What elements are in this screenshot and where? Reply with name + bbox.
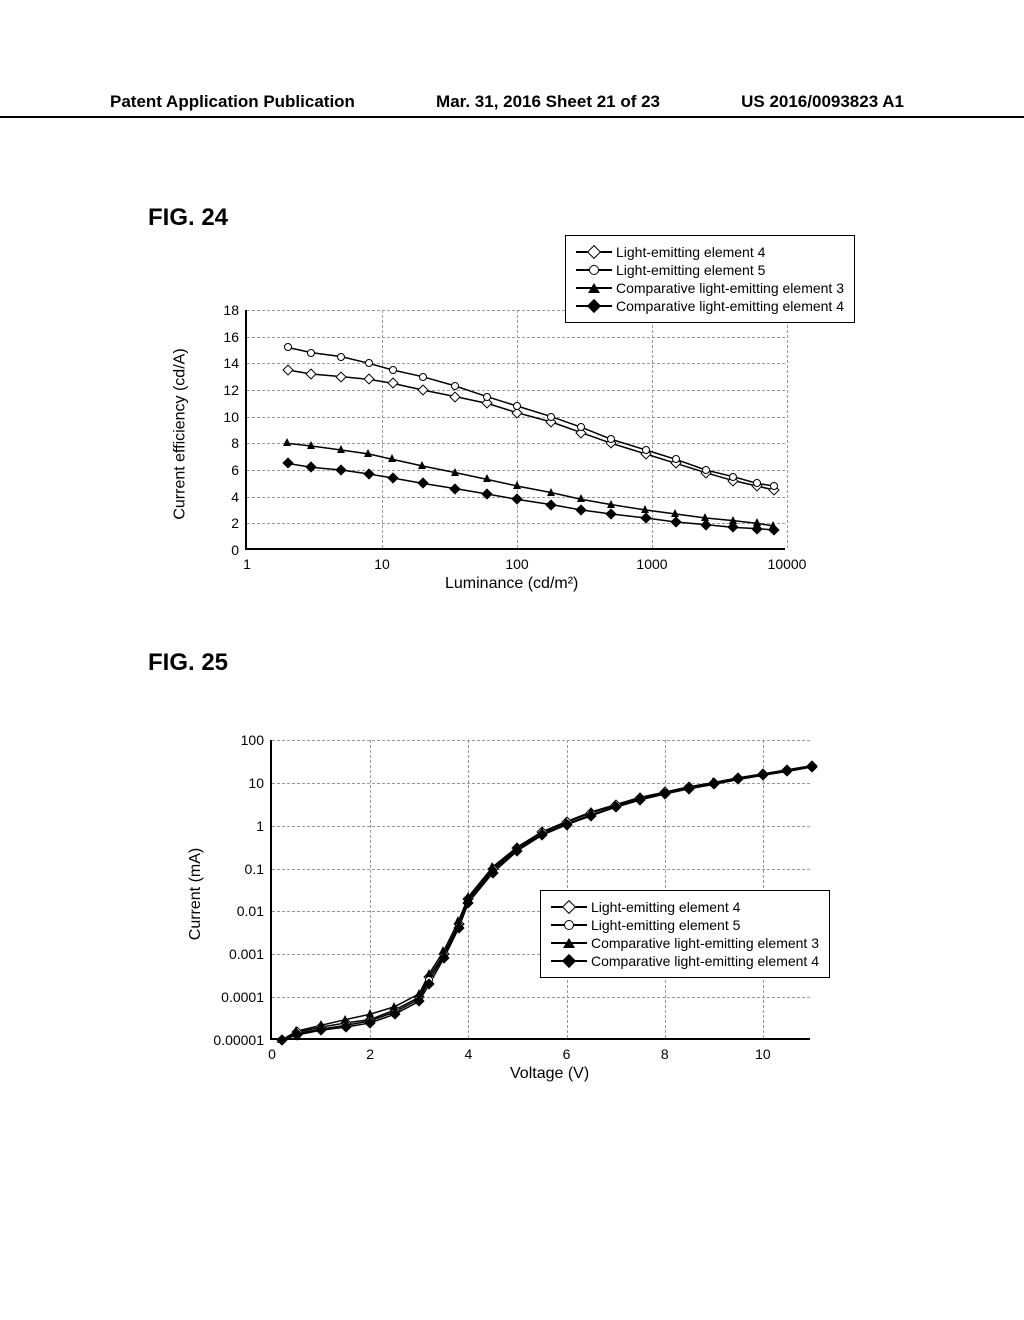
fig24-xlabel: Luminance (cd/m²) [445,575,578,593]
legend-label: Light-emitting element 5 [616,262,765,278]
fig24-label: FIG. 24 [148,204,228,232]
fig24-chart: Light-emitting element 4 Light-emitting … [195,235,835,595]
header-center: Mar. 31, 2016 Sheet 21 of 23 [436,92,660,112]
legend-label: Comparative light-emitting element 4 [591,953,819,969]
legend-item: Comparative light-emitting element 4 [551,953,819,969]
legend-item: Light-emitting element 5 [551,917,819,933]
fig24-legend: Light-emitting element 4 Light-emitting … [565,235,855,323]
legend-label: Light-emitting element 4 [616,244,765,260]
fig24-ylabel: Current efficiency (cd/A) [172,348,190,519]
header-left: Patent Application Publication [110,92,355,112]
legend-label: Comparative light-emitting element 3 [591,935,819,951]
legend-item: Light-emitting element 4 [576,244,844,260]
fig25-legend: Light-emitting element 4 Light-emitting … [540,890,830,978]
legend-item: Comparative light-emitting element 4 [576,298,844,314]
legend-item: Comparative light-emitting element 3 [576,280,844,296]
legend-label: Light-emitting element 4 [591,899,740,915]
fig25-xlabel: Voltage (V) [510,1065,589,1083]
legend-label: Comparative light-emitting element 3 [616,280,844,296]
fig25-chart: 0.000010.00010.0010.010.11101000246810 L… [180,730,840,1100]
legend-item: Light-emitting element 4 [551,899,819,915]
legend-label: Light-emitting element 5 [591,917,740,933]
header-right: US 2016/0093823 A1 [741,92,904,112]
legend-item: Light-emitting element 5 [576,262,844,278]
fig25-label: FIG. 25 [148,649,228,677]
legend-label: Comparative light-emitting element 4 [616,298,844,314]
fig25-ylabel: Current (mA) [187,848,205,940]
page-header: Patent Application Publication Mar. 31, … [0,92,1024,118]
legend-item: Comparative light-emitting element 3 [551,935,819,951]
fig24-plot-area: 024681012141618110100100010000 [245,310,785,550]
